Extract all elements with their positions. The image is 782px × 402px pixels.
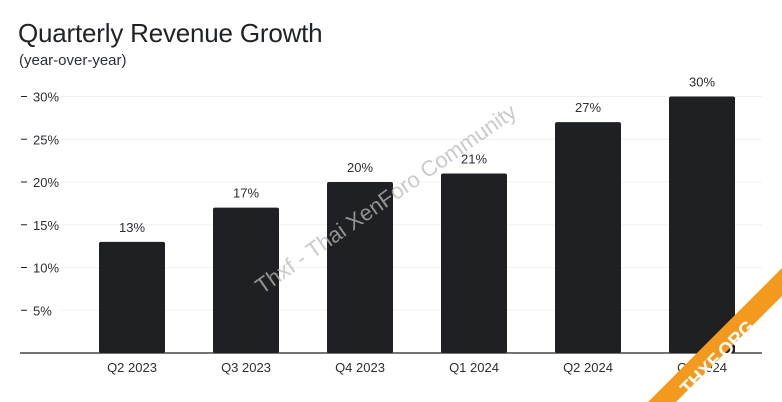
- corner-ribbon: [648, 268, 782, 402]
- bar: [99, 241, 165, 353]
- bar: [441, 173, 507, 353]
- bar-value-label: 13%: [119, 220, 145, 235]
- bar: [555, 122, 621, 354]
- x-tick-label: Q2 2023: [107, 360, 157, 375]
- x-tick-label: Q1 2024: [449, 360, 499, 375]
- y-axis-ticks: 5% 10% 15% 20% 25% 30%: [21, 90, 59, 318]
- bar-value-label: 17%: [233, 186, 259, 201]
- y-tick-label: 30%: [33, 90, 59, 105]
- bar-value-label: 27%: [575, 100, 601, 115]
- bar: [213, 207, 279, 353]
- x-tick-label: Q4 2023: [335, 360, 385, 375]
- y-tick-label: 20%: [33, 175, 59, 190]
- y-tick-label: 15%: [33, 218, 59, 233]
- corner-ribbon-text: THXF.ORG: [677, 317, 760, 400]
- bar-value-label: 30%: [689, 75, 715, 90]
- chart-subtitle: (year-over-year): [19, 52, 127, 69]
- chart-title: Quarterly Revenue Growth: [18, 18, 323, 48]
- bar: [669, 96, 735, 353]
- y-tick-label: 25%: [33, 132, 59, 147]
- x-tick-label: Q2 2024: [563, 360, 613, 375]
- bar-value-label: 20%: [347, 160, 373, 175]
- gridlines: [60, 96, 762, 311]
- y-tick-label: 5%: [33, 303, 52, 318]
- bar: [327, 182, 393, 353]
- x-tick-label: Q3 2023: [221, 360, 271, 375]
- bars: 13% 17% 20% 21% 27% 30%: [99, 75, 735, 354]
- y-tick-label: 10%: [33, 261, 59, 276]
- bar-value-label: 21%: [461, 151, 487, 166]
